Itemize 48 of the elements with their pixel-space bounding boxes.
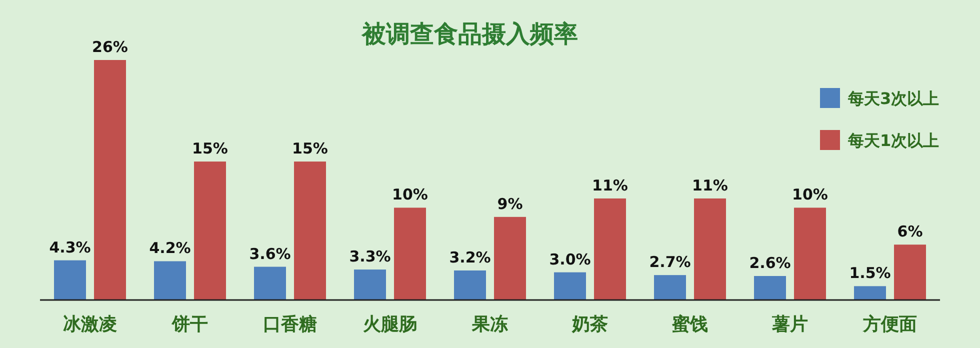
data-label: 2.7% [649,253,691,272]
data-label: 4.3% [49,238,91,256]
data-label: 2.6% [749,254,791,272]
data-label: 10% [792,186,828,204]
data-label: 9% [497,194,523,213]
x-tick-label: 薯片 [771,314,808,335]
x-tick-label: 饼干 [171,314,208,335]
x-tick-label: 奶茶 [571,314,608,335]
bar [694,198,726,300]
x-tick-label: 火腿肠 [362,314,417,335]
x-tick-label: 果冻 [471,314,509,335]
legend-label: 每天3次以上 [847,89,940,108]
data-label: 15% [192,140,228,158]
bar [654,275,686,300]
bar [794,208,826,300]
bar [394,208,426,300]
data-label: 3.0% [549,250,591,268]
bar [94,60,126,300]
bar [294,162,326,300]
bar [554,272,586,300]
bar [494,216,526,300]
bar [894,244,926,300]
x-tick-label: 方便面 [862,314,917,335]
chart-title: 被调查食品摄入频率 [361,20,578,48]
data-label: 1.5% [849,264,891,282]
bar [854,286,886,300]
x-tick-label: 口香糖 [263,314,317,335]
bar [354,270,386,300]
data-label: 15% [292,140,328,158]
bar [754,276,786,300]
legend-label: 每天1次以上 [847,131,940,150]
bar [454,270,486,300]
data-label: 26% [92,38,128,56]
x-tick-label: 冰激凌 [63,314,117,335]
bar [254,266,286,300]
bar [54,260,86,300]
data-label: 4.2% [149,239,191,258]
x-tick-label: 蜜饯 [671,314,708,335]
bar [194,162,226,300]
data-label: 3.3% [349,248,391,266]
data-label: 11% [592,176,628,194]
bar [594,198,626,300]
data-label: 10% [392,186,428,204]
bar [154,261,186,300]
data-label: 3.6% [249,244,291,263]
data-label: 3.2% [449,248,491,266]
data-label: 6% [897,222,923,241]
data-label: 11% [692,176,728,194]
